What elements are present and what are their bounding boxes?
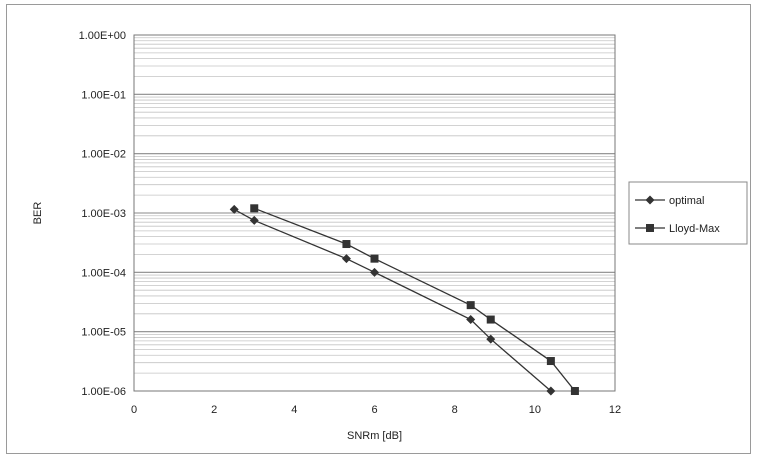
gridlines xyxy=(134,34,615,392)
y-tick-labels: 1.00E+00 1.00E-01 1.00E-02 1.00E-03 1.00E-04… xyxy=(79,30,126,398)
legend-marker-lloyd-max xyxy=(646,224,654,232)
x-tick-label: 6 xyxy=(371,404,377,416)
legend-label: Lloyd-Max xyxy=(669,223,720,235)
data-point-optimal xyxy=(341,254,351,264)
x-tick-label: 10 xyxy=(529,404,541,416)
x-tick-label: 8 xyxy=(452,404,458,416)
data-point-optimal xyxy=(249,215,259,225)
legend-item-optimal: optimal xyxy=(635,195,704,207)
series xyxy=(229,204,579,396)
data-point-lloyd-max xyxy=(486,315,495,324)
data-point-lloyd-max xyxy=(370,254,379,263)
data-point-lloyd-max xyxy=(342,240,351,249)
y-tick-label: 1.00E-05 xyxy=(81,327,126,339)
series-optimal xyxy=(229,204,556,396)
y-tick-label: 1.00E-03 xyxy=(81,208,126,220)
data-point-optimal xyxy=(229,204,239,214)
data-point-optimal xyxy=(370,267,379,277)
data-point-lloyd-max xyxy=(250,204,259,213)
legend-label: optimal xyxy=(669,195,704,207)
plot-area-border xyxy=(133,34,616,392)
data-point-optimal xyxy=(486,334,496,344)
y-tick-label: 1.00E-06 xyxy=(81,386,126,398)
y-tick-label: 1.00E-01 xyxy=(81,89,126,101)
series-lloyd-max xyxy=(250,204,579,395)
x-tick-label: 0 xyxy=(131,404,137,416)
x-axis-label: SNRm [dB] xyxy=(347,430,402,442)
legend-marker-optimal xyxy=(645,195,655,205)
chart-frame: 1.00E+00 1.00E-01 1.00E-02 1.00E-03 1.00E-04… xyxy=(6,4,751,454)
data-point-lloyd-max xyxy=(570,387,579,395)
y-tick-label: 1.00E+00 xyxy=(79,30,126,42)
legend-item-lloyd-max: Lloyd-Max xyxy=(635,223,720,235)
y-axis-label: BER xyxy=(32,202,44,225)
data-point-optimal xyxy=(546,386,556,396)
x-tick-label: 2 xyxy=(211,404,217,416)
legend: optimal Lloyd-Max xyxy=(628,181,748,245)
series-line-lloyd-max xyxy=(254,207,576,392)
y-tick-label: 1.00E-02 xyxy=(81,149,126,161)
y-tick-label: 1.00E-04 xyxy=(81,267,126,279)
chart: 1.00E+00 1.00E-01 1.00E-02 1.00E-03 1.00E-04… xyxy=(32,30,748,442)
x-tick-label: 12 xyxy=(609,404,621,416)
x-tick-label: 4 xyxy=(291,404,297,416)
data-point-optimal xyxy=(466,315,476,325)
data-point-lloyd-max xyxy=(466,301,475,310)
data-point-lloyd-max xyxy=(546,357,555,366)
legend-box xyxy=(628,181,748,245)
x-tick-labels: 0 2 4 6 8 10 12 xyxy=(131,404,621,416)
